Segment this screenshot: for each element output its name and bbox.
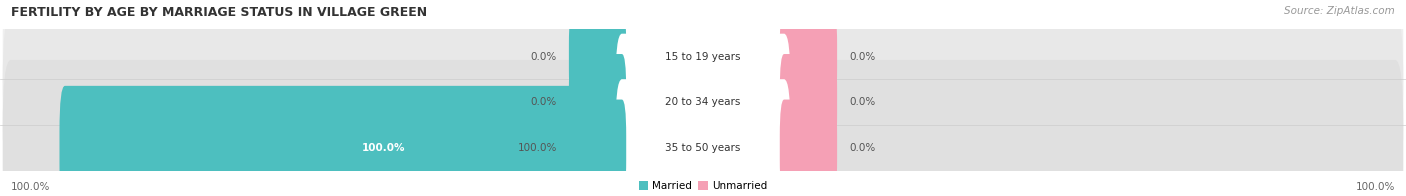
- FancyBboxPatch shape: [3, 14, 1403, 190]
- Text: 100.0%: 100.0%: [1355, 182, 1395, 192]
- Text: 100.0%: 100.0%: [517, 143, 557, 153]
- FancyBboxPatch shape: [780, 8, 837, 105]
- FancyBboxPatch shape: [616, 79, 790, 196]
- FancyBboxPatch shape: [780, 100, 837, 196]
- Text: 20 to 34 years: 20 to 34 years: [665, 97, 741, 107]
- FancyBboxPatch shape: [780, 54, 837, 151]
- Text: 35 to 50 years: 35 to 50 years: [665, 143, 741, 153]
- FancyBboxPatch shape: [3, 0, 1403, 145]
- Text: 0.0%: 0.0%: [530, 97, 557, 107]
- FancyBboxPatch shape: [569, 8, 626, 105]
- FancyBboxPatch shape: [569, 100, 626, 196]
- Text: 100.0%: 100.0%: [11, 182, 51, 192]
- Legend: Married, Unmarried: Married, Unmarried: [638, 181, 768, 191]
- Text: 0.0%: 0.0%: [849, 143, 876, 153]
- Text: 100.0%: 100.0%: [363, 143, 406, 153]
- Text: 0.0%: 0.0%: [849, 52, 876, 62]
- Text: 15 to 19 years: 15 to 19 years: [665, 52, 741, 62]
- Text: 0.0%: 0.0%: [530, 52, 557, 62]
- FancyBboxPatch shape: [59, 86, 709, 196]
- FancyBboxPatch shape: [3, 60, 1403, 196]
- Text: Source: ZipAtlas.com: Source: ZipAtlas.com: [1284, 6, 1395, 16]
- FancyBboxPatch shape: [616, 34, 790, 171]
- Text: FERTILITY BY AGE BY MARRIAGE STATUS IN VILLAGE GREEN: FERTILITY BY AGE BY MARRIAGE STATUS IN V…: [11, 6, 427, 19]
- FancyBboxPatch shape: [616, 0, 790, 125]
- Text: 0.0%: 0.0%: [849, 97, 876, 107]
- FancyBboxPatch shape: [569, 54, 626, 151]
